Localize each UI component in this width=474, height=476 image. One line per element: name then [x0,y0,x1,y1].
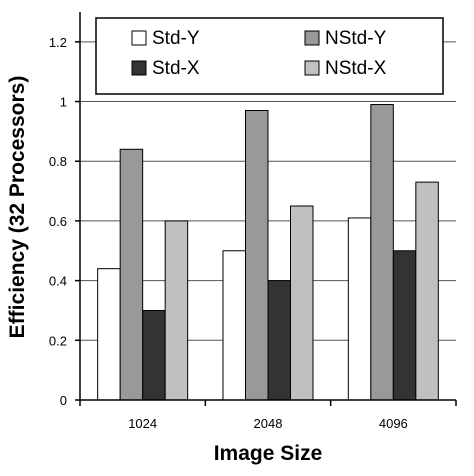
legend-swatch-std-x [131,60,147,76]
axes [75,12,457,406]
legend-label-nstd-x: NStd-X [325,58,387,79]
x-tick-label: 2048 [254,416,283,431]
bar-std-x-4096 [392,250,417,401]
x-tick-labels: 1024 2048 4096 [128,416,408,431]
y-tick-label: 1.2 [49,35,67,50]
legend-swatch-nstd-y [304,30,320,46]
legend-label-std-y: Std-Y [152,28,200,49]
y-tick-label: 1 [60,95,67,110]
y-tick-label: 0.8 [49,154,67,169]
y-tick-label: 0.4 [49,274,67,289]
y-tick-label: 0.2 [49,333,67,348]
legend: Std-Y NStd-Y Std-X NStd-X [95,17,444,95]
y-tick-labels: 0 0.2 0.4 0.6 0.8 1 1.2 [49,35,67,408]
y-tick-label: 0 [60,393,67,408]
legend-swatch-std-y [131,30,147,46]
bar-nstd-y-1024 [119,148,144,401]
bar-nstd-x-4096 [415,181,439,401]
y-axis-title: Efficiency (32 Processors) [6,76,29,339]
bars [97,104,439,401]
bar-nstd-y-4096 [370,104,394,401]
y-tick-label: 0.6 [49,214,67,229]
legend-box [95,17,444,95]
bar-std-y-4096 [347,217,372,401]
legend-swatch-nstd-x [304,60,320,76]
bar-nstd-x-2048 [290,205,314,401]
x-tick-label: 1024 [128,416,157,431]
x-tick-label: 4096 [379,416,408,431]
legend-label-std-x: Std-X [152,58,200,79]
bar-std-y-1024 [97,268,121,401]
bar-std-x-1024 [142,309,166,401]
x-axis-title: Image Size [214,442,323,465]
legend-label-nstd-y: NStd-Y [325,28,387,49]
bar-nstd-y-2048 [245,109,269,401]
bar-std-y-2048 [222,250,246,401]
bar-std-x-2048 [267,280,291,401]
bar-nstd-x-1024 [164,220,189,401]
